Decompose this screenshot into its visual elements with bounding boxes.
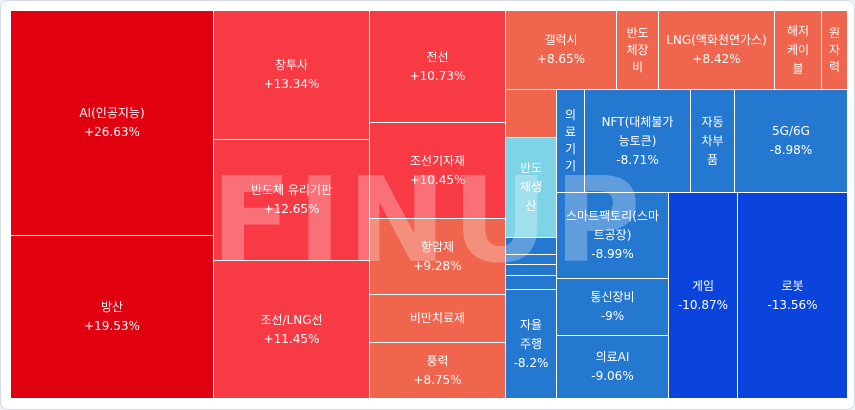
tile-name: 방산 — [100, 300, 124, 314]
tile-name: 전선 — [426, 49, 449, 64]
tile-galaxy[interactable]: 갤럭시 +8.65% — [506, 11, 617, 90]
tile-name: 통신장비 — [590, 290, 635, 304]
tile-change: -8.71% — [616, 152, 659, 167]
tile-change: +10.45% — [409, 172, 466, 187]
tile-ship-parts[interactable]: 조선기자재 +10.45% — [370, 123, 506, 219]
tile-wire[interactable]: 전선 +10.73% — [370, 11, 506, 123]
tile-blue-s1[interactable] — [506, 238, 557, 255]
tile-change: +12.65% — [263, 202, 320, 216]
tile-change: -9% — [600, 309, 625, 323]
tile-holding[interactable]: 창투사 +13.34% — [214, 11, 370, 140]
tile-change: +8.42% — [692, 52, 741, 66]
tile-nuclear[interactable]: 원자력 — [822, 11, 848, 90]
tile-name: 자율주행 — [519, 317, 543, 351]
tile-name: 풍력 — [426, 353, 449, 368]
tile-name: AI(인공지능) — [79, 106, 145, 120]
tile-change: -8.98% — [769, 143, 813, 157]
tile-blue-s3[interactable] — [506, 265, 557, 276]
tile-change: +9.28% — [413, 258, 462, 273]
tile-name: 반도체장비 — [626, 25, 649, 74]
tile-name: 의료기기 — [564, 108, 577, 173]
tile-game[interactable]: 게임 -10.87% — [669, 193, 738, 399]
tile-name: 항암제 — [420, 239, 455, 254]
tile-orange-small[interactable] — [506, 90, 557, 138]
tile-ship-lng[interactable]: 조선/LNG선 +11.45% — [214, 261, 370, 399]
tile-name: 게임 — [691, 278, 715, 293]
tile-blue-s4[interactable] — [506, 276, 557, 290]
tile-robot[interactable]: 로봇 -13.56% — [738, 193, 848, 399]
tile-name: 원자력 — [828, 25, 841, 74]
tile-wind[interactable]: 풍력 +8.75% — [370, 343, 506, 399]
tile-medical[interactable]: 의료기기 — [557, 90, 585, 193]
tile-lng[interactable]: LNG(액화천연가스) +8.42% — [659, 11, 775, 90]
tile-name: 비만치료제 — [409, 311, 466, 325]
tile-change: +19.53% — [84, 319, 140, 333]
tile-semi-prod[interactable]: 반도체생산 — [506, 138, 557, 238]
tile-ai[interactable]: AI(인공지능) +26.63% — [11, 11, 214, 236]
tile-name: 5G/6G — [772, 124, 810, 138]
tile-name: 로봇 — [781, 278, 804, 293]
tile-name: 의료AI — [595, 350, 630, 364]
tile-name: 반도체 유리기판 — [250, 183, 333, 197]
tile-change: +13.34% — [263, 77, 320, 91]
tile-defense[interactable]: 방산 +19.53% — [11, 236, 214, 399]
tile-obesity[interactable]: 비만치료제 — [370, 295, 506, 343]
tile-name: 반도체생산 — [519, 161, 543, 213]
tile-5g[interactable]: 5G/6G -8.98% — [735, 90, 848, 193]
tile-name: 해저케이블 — [786, 23, 810, 76]
tile-name: 창투사 — [274, 58, 309, 72]
tile-smart-factory[interactable]: 스마트팩토리(스마트공장) -8.99% — [557, 193, 669, 279]
tile-name: 자동차부품 — [701, 114, 724, 167]
tile-nft[interactable]: NFT(대체불가능토큰) -8.71% — [585, 90, 691, 193]
tile-change: +26.63% — [84, 125, 140, 139]
tile-name: LNG(액화천연가스) — [666, 33, 767, 47]
tile-medical-ai[interactable]: 의료AI -9.06% — [557, 336, 669, 399]
tile-change: +11.45% — [263, 331, 320, 346]
tile-name: 조선/LNG선 — [260, 312, 323, 327]
tile-change: +8.75% — [413, 372, 462, 387]
tile-change: -10.87% — [677, 297, 729, 312]
tile-semi-equip[interactable]: 반도체장비 — [617, 11, 659, 90]
tile-cable[interactable]: 해저케이블 — [775, 11, 822, 90]
tile-autonomous[interactable]: 자율주행 -8.2% — [506, 290, 557, 399]
tile-change: -13.56% — [767, 297, 818, 312]
tile-cancer[interactable]: 항암제 +9.28% — [370, 219, 506, 295]
tile-name: 스마트팩토리(스마트공장) — [565, 209, 659, 242]
tile-glass[interactable]: 반도체 유리기판 +12.65% — [214, 140, 370, 261]
tile-auto-parts[interactable]: 자동차부품 — [691, 90, 735, 193]
sector-treemap: AI(인공지능) +26.63% 방산 +19.53% 창투사 +13.34% … — [11, 11, 848, 399]
tile-change: +8.65% — [536, 52, 586, 66]
tile-change: -9.06% — [591, 369, 634, 383]
tile-change: +10.73% — [409, 68, 466, 83]
tile-telecom[interactable]: 통신장비 -9% — [557, 279, 669, 336]
tile-blue-s2[interactable] — [506, 255, 557, 265]
tile-name: NFT(대체불가능토큰) — [601, 114, 674, 148]
tile-name: 갤럭시 — [544, 33, 578, 47]
tile-change: -8.99% — [591, 247, 634, 261]
tile-name: 조선기자재 — [409, 153, 466, 168]
tile-change: -8.2% — [513, 355, 549, 370]
